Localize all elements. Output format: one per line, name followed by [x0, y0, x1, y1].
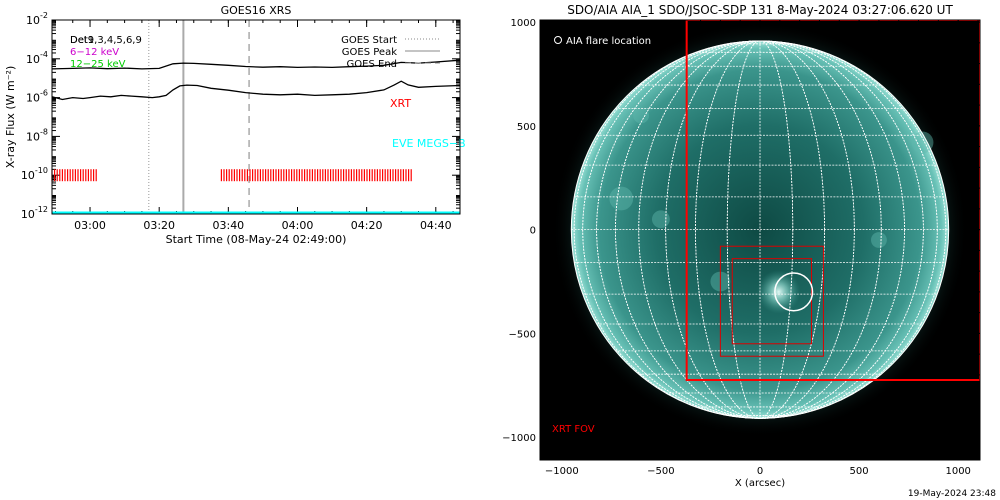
active-region-patch: [911, 131, 934, 154]
longitude-line: [695, 40, 825, 419]
longitude-line: [573, 40, 947, 419]
goes-y-tick-labels: 10-12 10-10 10-8 10-6 10-4 10-2: [21, 11, 48, 221]
active-region-patch: [870, 232, 887, 248]
aia-image-title: SDO/AIA AIA_1 SDO/JSOC-SDP 131 8-May-202…: [567, 3, 953, 17]
aia-y-tick-label: −1000: [502, 433, 536, 444]
goes-legend-left-entry: Det9: [70, 35, 94, 46]
goes-x-tick-label: 04:20: [351, 219, 383, 232]
goes-x-tick-label: 03:00: [74, 219, 106, 232]
xrt-fov-box: [685, 20, 980, 381]
xrt-fov-label: XRT FOV: [552, 424, 595, 435]
goes-x-axis-label: Start Time (08-May-24 02:49:00): [166, 233, 347, 246]
active-region-patch: [710, 271, 731, 292]
goes-legend-left-entry: 12−25 keV: [70, 59, 126, 70]
xrt-observation-ticks: [51, 169, 412, 182]
aia-plot-frame: [539, 19, 981, 461]
goes-legend-right-label: GOES Peak: [342, 47, 397, 58]
aia-x-tick-label: 500: [850, 466, 869, 477]
longitude-line: [573, 40, 947, 419]
solar-corona: [552, 22, 968, 438]
longitude-line: [638, 40, 882, 419]
longitude-line: [596, 40, 924, 419]
eve-series-label: EVE MEGS−B: [392, 137, 466, 150]
aia-x-tick-label: 0: [757, 466, 763, 477]
goes-y-tick-label: 10-12: [21, 205, 48, 221]
goes-y-tick-label: 10-8: [26, 127, 48, 143]
longitude-line: [615, 40, 905, 419]
goes-y-tick-label: 10-2: [26, 11, 48, 27]
goes-series-group: [51, 59, 461, 101]
goes-legend-right-label: GOES End: [347, 59, 397, 70]
aia-x-tick-labels: −1000 −500 0 500 1000: [545, 466, 971, 477]
footer-timestamp: 19-May-2024 23:48: [908, 489, 996, 499]
longitude-line: [582, 40, 938, 419]
goes-legend-left-entry: 6−12 keV: [70, 47, 119, 58]
goes-x-tick-labels: 03:00 03:20 03:40 04:00 04:20 04:40: [74, 219, 451, 232]
goes-chart-title: GOES16 XRS: [221, 4, 292, 17]
longitude-line: [726, 40, 794, 419]
goes-xray-chart: GOES16 XRS 03:00 03:20 03:40 04:00 04:20 04:4…: [4, 4, 466, 246]
aia-y-tick-labels: −1000 −500 0 500 1000: [502, 18, 536, 444]
goes-y-tick-label: 10-6: [26, 89, 48, 105]
aia-y-tick-label: −500: [509, 329, 536, 340]
aia-y-tick-label: 500: [517, 122, 536, 133]
goes-y-tick-label: 10-10: [21, 166, 48, 182]
goes-x-tick-label: 04:00: [282, 219, 314, 232]
goes-x-tick-label: 03:20: [143, 219, 175, 232]
goes-long-channel-line: [51, 59, 461, 70]
aia-x-axis-label: X (arcsec): [735, 478, 785, 489]
region-box: [731, 258, 813, 345]
goes-legend-right-label: GOES Start: [341, 35, 397, 46]
goes-x-tick-label: 04:40: [420, 219, 452, 232]
goes-event-lines: [148, 20, 250, 214]
aia-x-tick-label: −1000: [545, 466, 579, 477]
active-region-patch: [633, 107, 650, 124]
active-region-patch: [609, 186, 634, 211]
goes-x-tick-label: 03:40: [212, 219, 244, 232]
aia-x-tick-label: 1000: [945, 466, 970, 477]
solar-disk: [571, 40, 949, 419]
aia-y-tick-label: 1000: [511, 18, 536, 29]
active-regions: [609, 107, 934, 292]
aia-image-background: [540, 20, 980, 460]
aia-y-tick-label: 0: [530, 226, 536, 237]
longitude-line: [665, 40, 855, 419]
longitude-line: [615, 40, 905, 419]
xrt-series-label: XRT: [390, 97, 411, 110]
goes-y-axis-label: X-ray Flux (W m⁻²): [4, 66, 17, 168]
goes-short-channel-line: [51, 80, 461, 101]
aia-flare-location-marker: [774, 272, 814, 312]
aia-x-tick-label: −500: [647, 466, 674, 477]
longitude-line: [695, 40, 825, 419]
aia-axis-ticks: [540, 20, 980, 460]
goes-plot-frame: [51, 19, 461, 215]
longitude-line: [665, 40, 855, 419]
goes-y-tick-label: 10-4: [26, 50, 48, 66]
flare-legend-label: AIA flare location: [566, 36, 651, 47]
longitude-line: [582, 40, 938, 419]
longitude-line: [638, 40, 882, 419]
region-boxes: [719, 245, 824, 357]
longitude-line: [596, 40, 924, 419]
flare-brightening: [756, 270, 801, 314]
solar-limb: [570, 40, 950, 419]
flare-legend-icon: [554, 36, 562, 44]
goes-legend-left-entry: Det1,3,4,5,6,9: [70, 35, 142, 46]
longitude-line: [726, 40, 794, 419]
region-box: [719, 245, 824, 357]
active-region-patch: [651, 210, 670, 229]
heliographic-grid: [571, 40, 949, 419]
